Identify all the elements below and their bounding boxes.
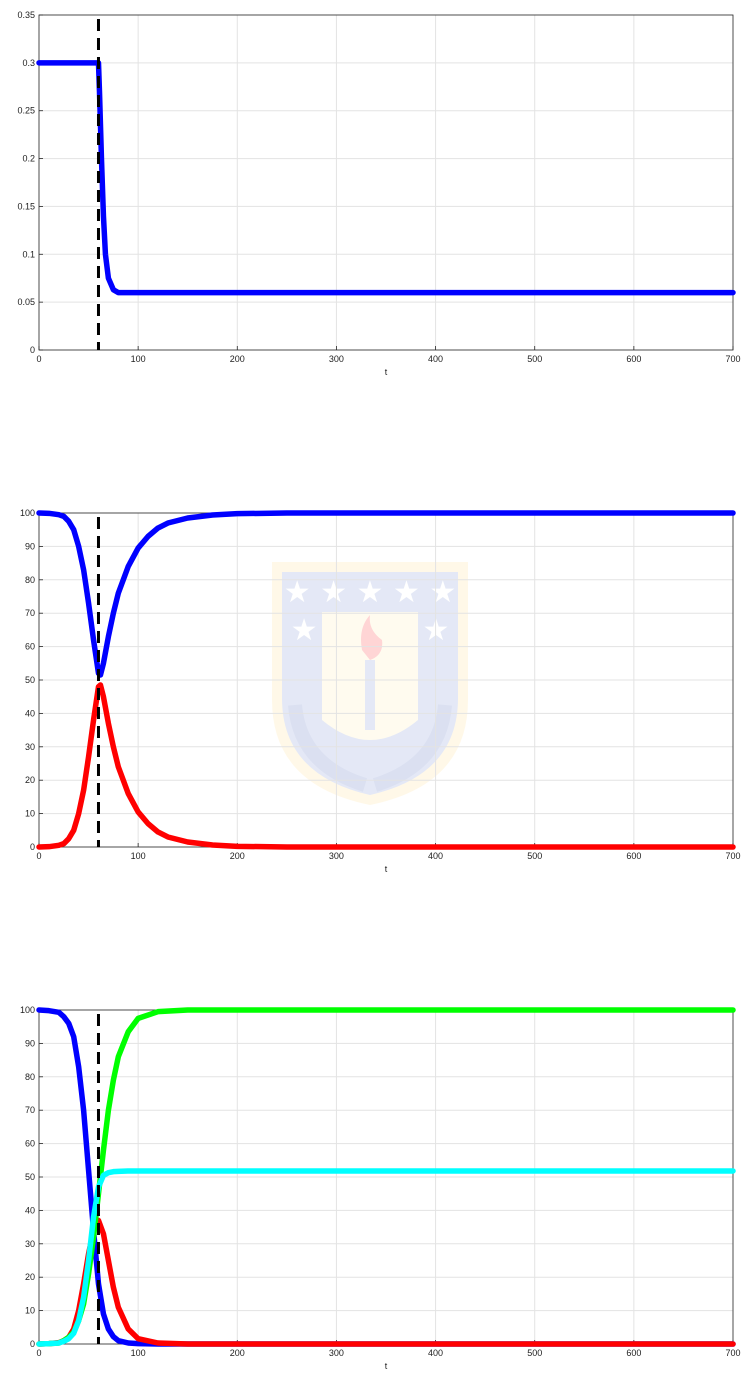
x-tick-label: 400 [428,851,443,861]
x-tick-label: 300 [329,851,344,861]
y-tick-label: 40 [25,708,35,718]
y-tick-label: 100 [20,508,35,518]
seal-shield [272,562,468,805]
x-tick-label: 200 [230,1348,245,1358]
plot-area [39,15,733,350]
y-tick-label: 0.25 [17,106,35,116]
seal-stars: ★ ★ ★ ★ ★ [284,575,457,610]
y-tick-label: 20 [25,1272,35,1282]
chart-3: 0 100 200 300 400 500 600 700 0 10 20 30 40 50 60 70 80 9… [20,1005,741,1371]
y-tick-label: 0 [30,345,35,355]
y-tick-label: 10 [25,809,35,819]
y-tick-label: 40 [25,1205,35,1215]
y-tick-label: 60 [25,642,35,652]
y-tick-label: 0.3 [22,58,35,68]
x-tick-label: 100 [131,1348,146,1358]
x-tick-label: 600 [626,851,641,861]
y-tick-label: 100 [20,1005,35,1015]
x-tick-label: 400 [428,354,443,364]
y-tick-label: 0.2 [22,154,35,164]
y-tick-label: 0 [30,842,35,852]
seal-torch-stem [365,660,375,730]
y-tick-label: 0.05 [17,297,35,307]
y-tick-label: 50 [25,1172,35,1182]
chart-1: 0 100 200 300 400 500 600 700 0 0.05 0.1 0.15 0.2 0.2… [17,10,740,377]
y-tick-label: 90 [25,1038,35,1048]
seal-stars-lower: ★ ★ [291,613,450,648]
seal-torch-flame [361,615,383,660]
x-tick-label: 300 [329,354,344,364]
x-tick-label: 500 [527,354,542,364]
x-tick-label: 600 [626,1348,641,1358]
x-axis-label: t [385,367,388,377]
x-tick-label: 700 [725,851,740,861]
y-tick-label: 0 [30,1339,35,1349]
x-tick-label: 700 [725,354,740,364]
x-axis-label: t [385,1361,388,1371]
series-line [36,510,736,678]
y-tick-label: 0.15 [17,201,35,211]
y-tick-label: 70 [25,608,35,618]
x-axis-label: t [385,864,388,874]
y-tick-label: 50 [25,675,35,685]
x-tick-label: 300 [329,1348,344,1358]
y-tick-label: 20 [25,775,35,785]
x-tick-label: 100 [131,851,146,861]
x-tick-label: 100 [131,354,146,364]
x-tick-label: 200 [230,851,245,861]
series-line [36,682,736,850]
chart-2: 0 100 200 300 400 500 600 700 0 10 20 30 40 50 60 70 80 9… [20,508,741,874]
y-tick-label: 0.1 [22,249,35,259]
series-line [36,1168,736,1347]
y-tick-label: 60 [25,1139,35,1149]
seal-torch-panel [322,612,418,740]
y-tick-label: 30 [25,742,35,752]
x-tick-label: 500 [527,851,542,861]
y-tick-label: 10 [25,1306,35,1316]
x-tick-label: 700 [725,1348,740,1358]
y-tick-label: 70 [25,1105,35,1115]
x-tick-label: 400 [428,1348,443,1358]
x-tick-label: 0 [36,354,41,364]
x-tick-label: 600 [626,354,641,364]
x-tick-label: 200 [230,354,245,364]
x-tick-label: 500 [527,1348,542,1358]
y-tick-label: 0.35 [17,10,35,20]
x-tick-label: 0 [36,851,41,861]
y-tick-label: 90 [25,541,35,551]
seal-inner [282,572,458,795]
axes-frame [38,14,734,351]
y-tick-label: 80 [25,575,35,585]
series-line [36,60,736,296]
y-tick-label: 30 [25,1239,35,1249]
x-tick-label: 0 [36,1348,41,1358]
y-tick-label: 80 [25,1072,35,1082]
